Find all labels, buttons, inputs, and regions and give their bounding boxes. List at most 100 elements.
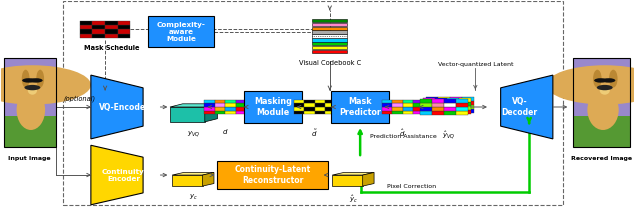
- Ellipse shape: [36, 70, 44, 88]
- Circle shape: [602, 78, 616, 83]
- Bar: [423, 106, 435, 110]
- Bar: [423, 102, 435, 106]
- Circle shape: [10, 92, 19, 95]
- Bar: [435, 110, 447, 114]
- Bar: [447, 98, 459, 102]
- Polygon shape: [332, 175, 363, 186]
- Bar: [456, 111, 468, 115]
- Circle shape: [0, 65, 91, 104]
- Bar: [4, 116, 56, 147]
- Polygon shape: [363, 172, 374, 186]
- Bar: [215, 110, 225, 114]
- Bar: [312, 46, 347, 49]
- FancyBboxPatch shape: [218, 161, 328, 189]
- Bar: [420, 111, 431, 115]
- Bar: [392, 100, 403, 104]
- Bar: [225, 107, 236, 110]
- Bar: [435, 106, 447, 110]
- Bar: [80, 25, 92, 29]
- Bar: [204, 107, 215, 110]
- Ellipse shape: [600, 86, 610, 95]
- Bar: [392, 110, 403, 114]
- Bar: [312, 50, 347, 53]
- Bar: [92, 21, 105, 25]
- Bar: [4, 58, 56, 121]
- Bar: [304, 110, 315, 114]
- Bar: [420, 103, 431, 107]
- Bar: [459, 106, 471, 110]
- Text: $\hat{d}$: $\hat{d}$: [399, 127, 406, 139]
- Bar: [392, 107, 403, 110]
- Bar: [118, 29, 131, 34]
- Polygon shape: [205, 104, 218, 122]
- Bar: [420, 107, 431, 111]
- Circle shape: [596, 85, 612, 90]
- Bar: [573, 116, 630, 147]
- Text: Prediction Assistance: Prediction Assistance: [370, 134, 436, 139]
- Bar: [118, 21, 131, 25]
- Bar: [294, 107, 304, 110]
- Text: $d$: $d$: [222, 127, 228, 136]
- Ellipse shape: [588, 90, 619, 130]
- Bar: [312, 34, 347, 38]
- FancyBboxPatch shape: [244, 91, 302, 123]
- Ellipse shape: [609, 70, 618, 88]
- Circle shape: [580, 92, 590, 95]
- Bar: [236, 100, 246, 104]
- Bar: [325, 107, 335, 110]
- Bar: [92, 25, 105, 29]
- Polygon shape: [170, 104, 218, 107]
- Bar: [80, 29, 92, 34]
- Bar: [215, 100, 225, 104]
- Circle shape: [26, 70, 34, 73]
- Bar: [105, 25, 118, 29]
- Bar: [447, 102, 459, 106]
- Bar: [315, 100, 325, 104]
- Bar: [215, 104, 225, 107]
- Polygon shape: [500, 75, 553, 139]
- Bar: [294, 110, 304, 114]
- Polygon shape: [332, 172, 374, 175]
- Bar: [381, 110, 392, 114]
- Bar: [105, 34, 118, 38]
- Text: Continuity-
Encoder: Continuity- Encoder: [101, 169, 147, 181]
- Bar: [413, 100, 424, 104]
- Bar: [444, 103, 456, 107]
- Bar: [431, 107, 444, 111]
- Text: Continuity-Latent
Reconstructor: Continuity-Latent Reconstructor: [235, 165, 311, 185]
- Circle shape: [594, 78, 607, 83]
- Bar: [105, 21, 118, 25]
- Bar: [435, 98, 447, 102]
- Bar: [403, 100, 413, 104]
- Text: VQ-Encoder: VQ-Encoder: [99, 103, 150, 111]
- Bar: [450, 97, 462, 101]
- Circle shape: [607, 83, 620, 87]
- Text: $\hat{y}_{VQ}$: $\hat{y}_{VQ}$: [442, 129, 456, 141]
- Circle shape: [35, 83, 45, 87]
- Circle shape: [22, 78, 35, 83]
- Bar: [450, 105, 462, 109]
- Polygon shape: [91, 75, 143, 139]
- Circle shape: [44, 97, 52, 100]
- Text: VQ-
Decoder: VQ- Decoder: [502, 97, 538, 117]
- Bar: [438, 109, 450, 113]
- Bar: [80, 34, 92, 38]
- Bar: [423, 98, 435, 102]
- Bar: [315, 107, 325, 110]
- Text: $y_{VQ}$: $y_{VQ}$: [187, 129, 200, 139]
- Bar: [325, 100, 335, 104]
- Circle shape: [24, 85, 40, 90]
- Bar: [447, 110, 459, 114]
- Ellipse shape: [17, 90, 45, 130]
- Bar: [92, 34, 105, 38]
- Bar: [312, 27, 347, 30]
- Bar: [381, 100, 392, 104]
- Bar: [92, 29, 105, 34]
- Bar: [403, 110, 413, 114]
- Bar: [381, 107, 392, 110]
- Bar: [444, 111, 456, 115]
- Bar: [204, 110, 215, 114]
- Bar: [236, 110, 246, 114]
- Bar: [462, 101, 474, 105]
- Polygon shape: [203, 172, 214, 186]
